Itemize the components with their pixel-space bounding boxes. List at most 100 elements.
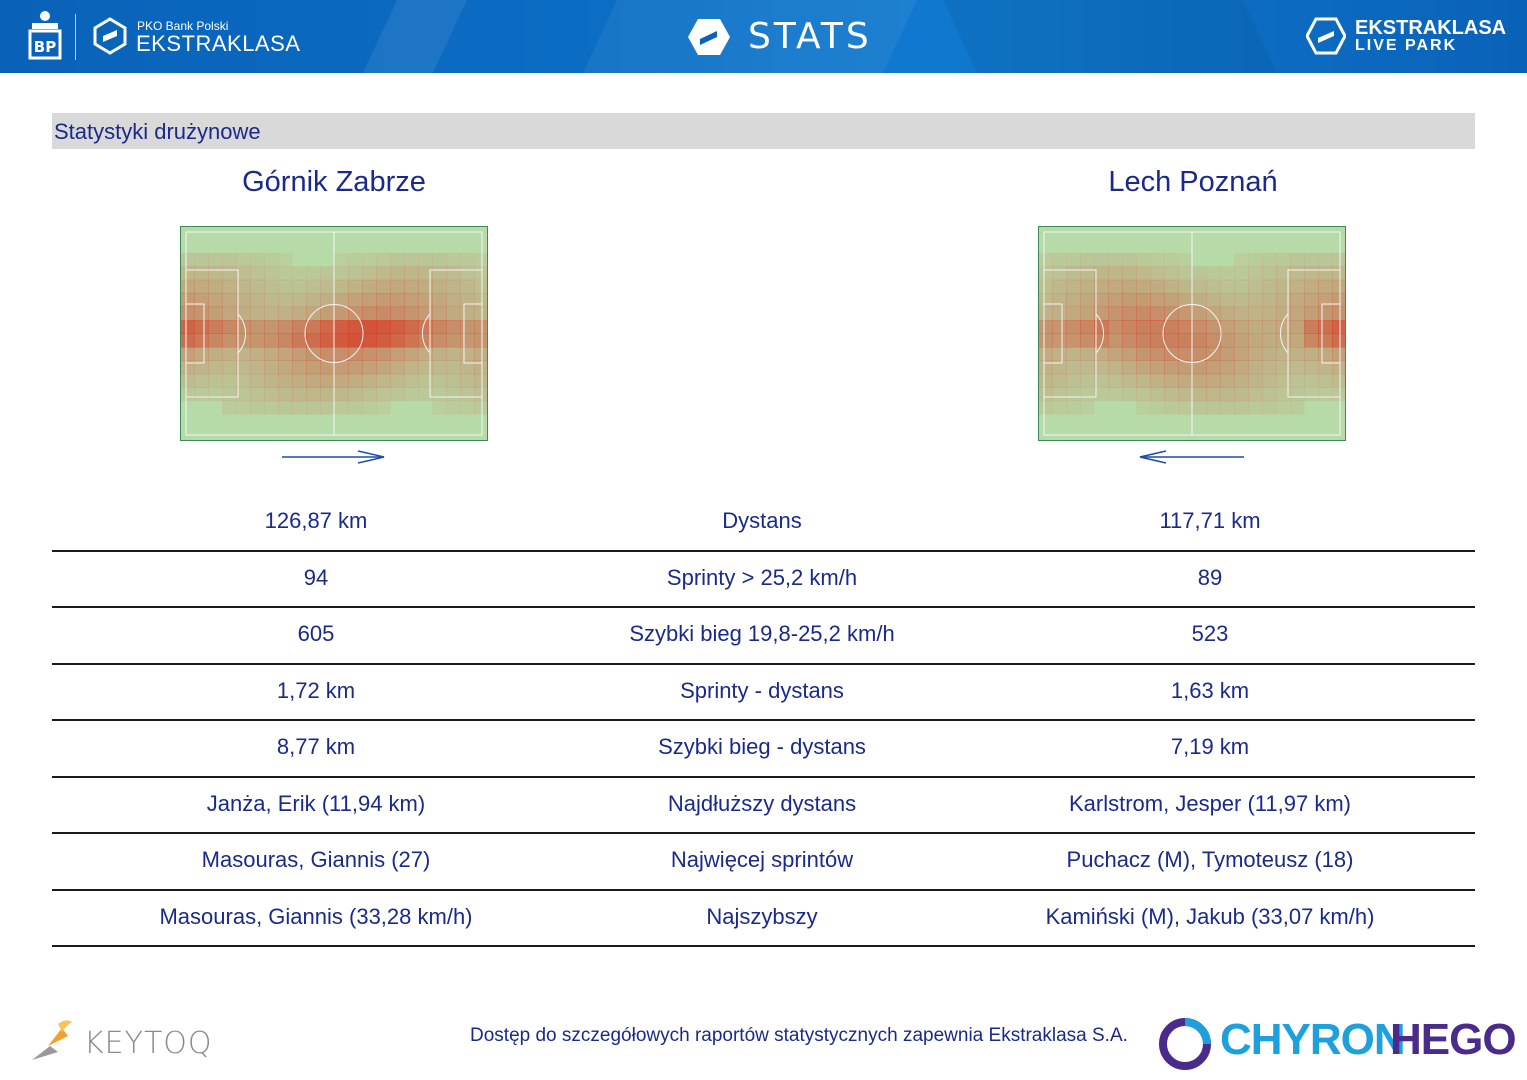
- heatmap-cell: [250, 266, 265, 281]
- heatmap-cell: [446, 306, 461, 321]
- table-row: Masouras, Giannis (27) Najwięcej sprintó…: [52, 834, 1475, 891]
- heatmap-cell: [1206, 400, 1221, 415]
- heatmap-cell: [348, 279, 363, 294]
- heatmap-cell: [1122, 373, 1137, 388]
- heatmap-cell: [1150, 333, 1165, 348]
- heatmap-cell: [1080, 373, 1095, 388]
- heatmap-cell: [404, 333, 419, 348]
- heatmap-cell: [432, 266, 447, 281]
- heatmap-cell: [1248, 400, 1263, 415]
- heatmap-cell: [1262, 333, 1277, 348]
- heatmap-cell: [264, 360, 279, 375]
- heatmap-cell: [1290, 252, 1305, 267]
- heatmap-cell: [390, 306, 405, 321]
- heatmap-cell: [1248, 333, 1263, 348]
- heatmap-cell: [1052, 346, 1067, 361]
- pitch-line: [421, 313, 431, 354]
- heatmap-cell: [1192, 400, 1207, 415]
- heatmap-cell: [474, 293, 488, 308]
- heatmap-cell: [1178, 360, 1193, 375]
- heatmap-cell: [460, 360, 475, 375]
- heatmap-cell: [1080, 346, 1095, 361]
- heatmap-cell: [474, 252, 488, 267]
- heatmap-cell: [264, 373, 279, 388]
- heatmap-cell: [292, 293, 307, 308]
- heatmap-cell: [1150, 293, 1165, 308]
- heatmap-cell: [1234, 373, 1249, 388]
- heatmap-cell: [1206, 333, 1221, 348]
- heatmap-cell: [474, 400, 488, 415]
- heatmap-cell: [1150, 279, 1165, 294]
- heatmap-cell: [418, 266, 433, 281]
- heatmap-cell: [236, 373, 251, 388]
- heatmap-cell: [1164, 333, 1179, 348]
- heatmap-cell: [362, 306, 377, 321]
- heatmap-cell: [1066, 333, 1081, 348]
- pitch-line: [304, 304, 364, 363]
- top-banner: BP PKO Bank Polski EKSTRAKLASA STATS EKS…: [0, 0, 1527, 73]
- livepark-subbrand: LIVE PARK: [1355, 37, 1458, 54]
- heatmap-cell: [348, 360, 363, 375]
- heatmap-cell: [1094, 320, 1109, 334]
- heatmap-cell: [376, 266, 391, 281]
- heatmap-cell: [334, 333, 349, 348]
- heatmap-cell: [292, 320, 307, 334]
- heatmap-cell: [1052, 373, 1067, 388]
- pitch-line: [1279, 313, 1289, 354]
- heatmap-cell: [1150, 360, 1165, 375]
- away-value: 117,71 km: [1159, 508, 1261, 533]
- heatmap-cell: [362, 320, 377, 334]
- heatmap-cell: [1080, 252, 1095, 267]
- heatmap-cell: [278, 360, 293, 375]
- heatmap-cell: [1220, 266, 1235, 281]
- heatmap-cell: [1066, 346, 1081, 361]
- heatmap-cell: [1122, 360, 1137, 375]
- heatmap-cell: [1178, 400, 1193, 415]
- heatmap-cell: [404, 279, 419, 294]
- heatmap-cell: [264, 266, 279, 281]
- heatmap-cell: [1192, 346, 1207, 361]
- heatmap-cell: [1066, 306, 1081, 321]
- heatmap-cell: [1234, 346, 1249, 361]
- heatmap-cell: [306, 333, 321, 348]
- heatmap-cell: [1192, 279, 1207, 294]
- heatmap-cell: [320, 333, 335, 348]
- heatmap-cell: [446, 252, 461, 267]
- heatmap-cell: [1094, 387, 1109, 402]
- heatmap-cell: [236, 320, 251, 334]
- heatmap-cell: [320, 266, 335, 281]
- stat-label: Szybki bieg - dystans: [658, 734, 866, 759]
- heatmap-cell: [1318, 320, 1333, 334]
- heatmap-cell: [1234, 306, 1249, 321]
- heatmap-cell: [1192, 320, 1207, 334]
- heatmap-cell: [460, 346, 475, 361]
- heatmap-cell: [1276, 333, 1291, 348]
- heatmap-cell: [474, 360, 488, 375]
- heatmap-cell: [208, 279, 223, 294]
- heatmap-cell: [1122, 279, 1137, 294]
- heatmap-cell: [1038, 279, 1053, 294]
- heatmap-cell: [474, 279, 488, 294]
- heatmap-cell: [1122, 306, 1137, 321]
- banner-decor: [942, 0, 1278, 73]
- heatmap-cell: [390, 360, 405, 375]
- heatmap-cell: [1304, 320, 1319, 334]
- attack-direction-right-icon: [282, 450, 385, 464]
- heatmap-cell: [1304, 387, 1319, 402]
- home-value: 94: [303, 564, 329, 590]
- heatmap-cell: [1122, 346, 1137, 361]
- heatmap-cell: [180, 333, 195, 348]
- heatmap-cell: [1038, 252, 1053, 267]
- heatmap-cell: [306, 293, 321, 308]
- heatmap-cell: [1178, 306, 1193, 321]
- page-title: STATS: [748, 16, 872, 57]
- heatmap-cell: [1220, 360, 1235, 375]
- heatmap-cell: [1136, 360, 1151, 375]
- heatmap-cell: [1080, 279, 1095, 294]
- heatmap-cell: [1290, 360, 1305, 375]
- heatmap-cell: [320, 387, 335, 402]
- heatmap-cell: [1080, 360, 1095, 375]
- away-value: Karlstrom, Jesper (11,97 km): [1068, 790, 1351, 816]
- heatmap-cell: [1080, 333, 1095, 348]
- heatmap-cell: [1234, 400, 1249, 415]
